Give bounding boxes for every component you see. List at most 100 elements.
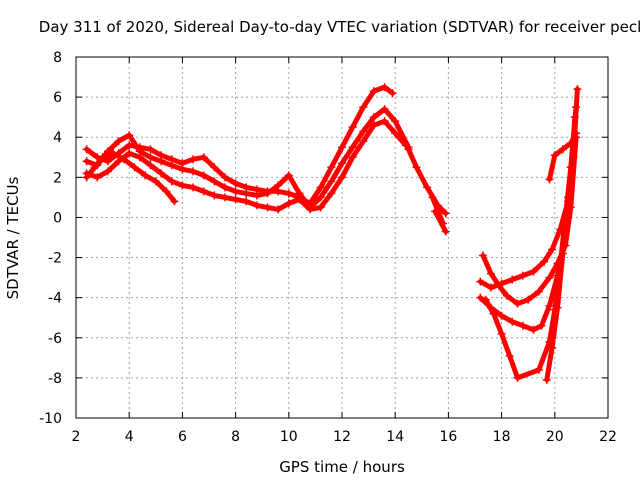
data-point-marker — [359, 127, 368, 136]
data-point-marker — [90, 163, 99, 172]
data-point-marker — [550, 151, 559, 160]
x-tick-label: 16 — [439, 429, 457, 445]
data-point-marker — [220, 173, 229, 182]
data-point-marker — [231, 179, 240, 188]
data-point-marker — [380, 105, 389, 114]
data-point-marker — [428, 193, 437, 202]
data-point-marker — [157, 169, 166, 178]
data-point-marker — [534, 287, 543, 296]
data-point-marker — [103, 167, 112, 176]
data-point-marker — [210, 177, 219, 186]
data-point-marker — [505, 351, 514, 360]
data-point-marker — [284, 171, 293, 180]
x-tick-label: 20 — [546, 429, 564, 445]
series-track-d — [84, 150, 177, 204]
data-point-marker — [486, 269, 495, 278]
data-point-marker — [540, 257, 549, 266]
data-series — [82, 83, 582, 384]
data-point-marker — [157, 157, 166, 166]
data-point-marker — [476, 293, 485, 302]
y-tick-label: -8 — [48, 371, 62, 387]
y-tick-label: 6 — [53, 90, 62, 106]
data-point-marker — [231, 187, 240, 196]
data-point-marker — [220, 183, 229, 192]
data-point-marker — [252, 191, 261, 200]
chart-title: Day 311 of 2020, Sidereal Day-to-day VTE… — [39, 18, 640, 36]
data-point-marker — [274, 181, 283, 190]
plot-frame — [75, 56, 609, 419]
data-point-marker — [141, 171, 150, 180]
data-point-marker — [524, 295, 533, 304]
data-point-marker — [162, 187, 171, 196]
data-point-marker — [125, 141, 134, 150]
data-point-marker — [167, 161, 176, 170]
data-point-marker — [327, 189, 336, 198]
data-point-marker — [242, 197, 251, 206]
data-point-marker — [441, 227, 450, 236]
data-point-marker — [497, 311, 506, 320]
data-point-marker — [274, 205, 283, 214]
data-point-marker — [199, 153, 208, 162]
data-point-marker — [359, 103, 368, 112]
series-track-i — [544, 138, 576, 383]
data-point-marker — [189, 155, 198, 164]
data-point-marker — [558, 145, 567, 154]
data-point-marker — [369, 87, 378, 96]
data-point-marker — [497, 329, 506, 338]
data-point-marker — [391, 117, 400, 126]
data-point-marker — [306, 205, 315, 214]
y-axis-label: SDTVAR / TECUs — [4, 176, 22, 299]
data-point-marker — [545, 175, 554, 184]
data-point-marker — [359, 137, 368, 146]
data-point-marker — [114, 137, 123, 146]
data-point-marker — [252, 201, 261, 210]
data-point-marker — [558, 249, 567, 258]
data-point-marker — [573, 85, 582, 94]
x-tick-label: 22 — [599, 429, 617, 445]
data-point-marker — [125, 131, 134, 140]
data-point-marker — [316, 193, 325, 202]
data-point-marker — [348, 153, 357, 162]
data-point-marker — [82, 173, 91, 182]
data-point-marker — [545, 301, 554, 310]
data-point-marker — [502, 291, 511, 300]
data-point-marker — [486, 283, 495, 292]
data-point-marker — [231, 195, 240, 204]
data-point-marker — [189, 167, 198, 176]
data-point-marker — [316, 183, 325, 192]
y-tick-label: 0 — [53, 210, 62, 226]
data-point-marker — [518, 321, 527, 330]
data-point-marker — [146, 145, 155, 154]
data-point-marker — [338, 143, 346, 152]
data-point-marker — [348, 143, 357, 152]
data-point-marker — [380, 117, 389, 126]
data-point-marker — [412, 163, 421, 172]
data-point-marker — [178, 181, 187, 190]
data-point-marker — [242, 189, 251, 198]
y-tick-label: 8 — [53, 50, 62, 66]
data-point-marker — [513, 373, 522, 382]
data-point-marker — [529, 325, 538, 334]
data-point-marker — [210, 191, 219, 200]
data-point-marker — [284, 189, 293, 198]
data-point-marker — [327, 163, 336, 172]
data-point-marker — [82, 157, 91, 166]
axis-ticks: 2 4 6 8 10 12 14 16 18 20 22 -10 -8 -6 -4 -2 0 2 4 6 8 — [39, 50, 617, 445]
series-track-c — [84, 118, 449, 234]
data-point-marker — [263, 203, 272, 212]
data-point-marker — [93, 173, 102, 182]
data-point-marker — [545, 273, 554, 282]
data-point-marker — [178, 165, 187, 174]
data-point-marker — [170, 197, 179, 206]
data-point-marker — [98, 153, 107, 162]
data-point-marker — [284, 199, 293, 208]
data-point-marker — [478, 251, 487, 260]
data-point-marker — [401, 141, 410, 150]
data-point-marker — [327, 177, 336, 186]
x-tick-label: 12 — [333, 429, 351, 445]
y-tick-label: -2 — [48, 251, 62, 267]
data-point-marker — [564, 193, 573, 202]
data-point-marker — [518, 271, 527, 280]
x-tick-label: 18 — [493, 429, 511, 445]
data-point-marker — [441, 209, 450, 218]
